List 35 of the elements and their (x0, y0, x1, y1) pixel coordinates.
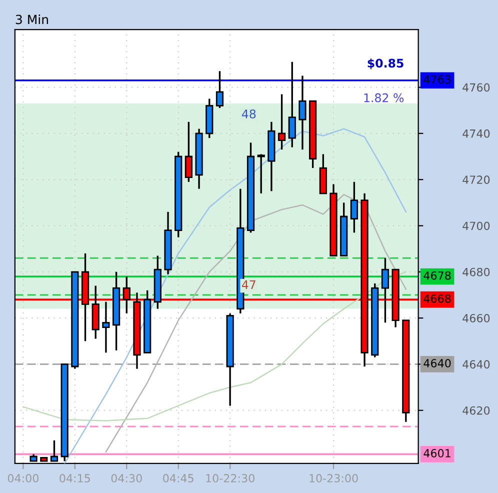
x-tick-label: 10-22:30 (206, 474, 254, 482)
ref-line-label: 4668 (424, 294, 451, 303)
y-tick-label: 4660 (462, 314, 490, 322)
candlestick (381, 257, 390, 324)
x-tick-label: 04:15 (60, 474, 90, 482)
y-tick-label: 4680 (462, 268, 490, 276)
chart-title: 3 Min (16, 14, 48, 24)
y-tick-label: 4760 (462, 83, 490, 92)
y-tick-label: 4700 (462, 222, 490, 230)
ref-line-label: 4678 (424, 271, 451, 280)
x-tick-label: 04:00 (8, 474, 38, 482)
annotation: 48 (242, 109, 256, 118)
y-tick-label: 4620 (462, 406, 490, 415)
ref-line-label: 4640 (424, 359, 451, 368)
candlestick (257, 153, 265, 194)
line-series (105, 194, 407, 453)
y-tick-label: 4640 (462, 360, 490, 369)
y-tick-label: 4740 (462, 129, 490, 138)
candlestick (102, 301, 110, 354)
annotation: $0.85 (368, 58, 404, 70)
annotation: 1.82 % (364, 93, 404, 102)
x-tick-label: 04:45 (163, 474, 194, 482)
annotation: 47 (242, 280, 256, 289)
candlestick (298, 74, 306, 150)
candlestick (350, 181, 358, 234)
y-tick-label: 4720 (462, 176, 490, 184)
line-series (64, 128, 407, 464)
candlestick (288, 61, 296, 148)
x-tick-label: 10-23:00 (310, 474, 358, 482)
candlestick (278, 93, 286, 150)
x-tick-label: 04:30 (111, 474, 142, 482)
ref-line-label: 4763 (424, 75, 451, 84)
candlestick (216, 70, 224, 109)
candlestick (184, 121, 192, 183)
ref-line-label: 4601 (424, 449, 450, 458)
